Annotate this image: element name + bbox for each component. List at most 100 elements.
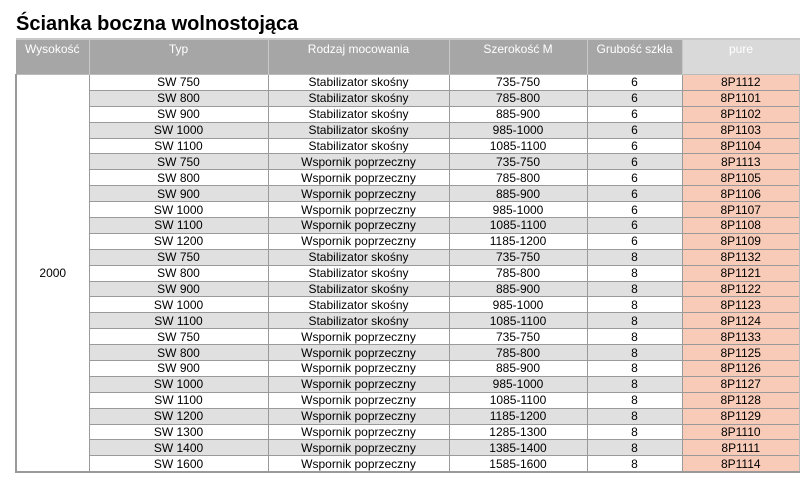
col-header-grubosc-szkla: Grubość szkła <box>587 38 683 75</box>
glass-cell: 6 <box>586 121 683 139</box>
mount-cell: Wspornik poprzeczny <box>267 375 450 393</box>
mount-cell: Stabilizator skośny <box>267 121 450 139</box>
width-cell: 885-900 <box>448 360 588 377</box>
glass-cell: 8 <box>586 328 683 346</box>
width-cell: 1085-1100 <box>448 391 588 409</box>
type-cell: SW 1100 <box>88 217 269 234</box>
height-cell: 2000 <box>15 74 90 474</box>
header-row: Wysokość Typ Rodzaj mocowania Szerokość … <box>16 38 800 75</box>
width-cell: 1185-1200 <box>448 407 588 425</box>
table-row: SW 1000 Wspornik poprzeczny 985-1000 8 8P112… <box>16 375 800 393</box>
glass-cell: 8 <box>586 248 683 266</box>
glass-cell: 6 <box>586 185 683 203</box>
mount-cell: Wspornik poprzeczny <box>267 344 450 362</box>
mount-cell: Stabilizator skośny <box>267 137 450 155</box>
mount-cell: Wspornik poprzeczny <box>267 423 450 441</box>
table-row: SW 1100 Wspornik poprzeczny 1085-1100 6 8P11… <box>16 217 800 234</box>
col-header-rodzaj-mocowania: Rodzaj mocowania <box>268 38 450 75</box>
product-table: Wysokość Typ Rodzaj mocowania Szerokość … <box>15 38 800 474</box>
type-cell: SW 1100 <box>88 391 269 409</box>
glass-cell: 6 <box>586 169 683 187</box>
glass-cell: 8 <box>586 360 683 377</box>
table-row: SW 750 Stabilizator skośny 735-750 8 8P1132 <box>16 248 800 266</box>
mount-cell: Wspornik poprzeczny <box>267 217 450 234</box>
table-row: SW 800 Wspornik poprzeczny 785-800 8 8P1125 <box>16 344 800 362</box>
mount-cell: Wspornik poprzeczny <box>267 169 450 187</box>
type-cell: SW 1200 <box>88 407 269 425</box>
code-cell: 8P1110 <box>681 423 800 441</box>
type-cell: SW 800 <box>88 264 269 282</box>
width-cell: 735-750 <box>448 248 588 266</box>
width-cell: 735-750 <box>448 153 588 171</box>
type-cell: SW 1100 <box>88 312 269 330</box>
width-cell: 885-900 <box>448 280 588 298</box>
table-row: SW 750 Wspornik poprzeczny 735-750 8 8P1133 <box>16 328 800 346</box>
mount-cell: Wspornik poprzeczny <box>267 455 450 474</box>
width-cell: 885-900 <box>448 105 588 123</box>
width-cell: 785-800 <box>448 264 588 282</box>
code-cell: 8P1107 <box>681 201 800 219</box>
type-cell: SW 1300 <box>88 423 269 441</box>
glass-cell: 8 <box>586 439 683 457</box>
glass-cell: 8 <box>586 423 683 441</box>
table-row: SW 900 Stabilizator skośny 885-900 6 8P1102 <box>16 105 800 123</box>
table-row: SW 1100 Stabilizator skośny 1085-1100 6 8P11… <box>16 137 800 155</box>
width-cell: 985-1000 <box>448 121 588 139</box>
type-cell: SW 900 <box>88 185 269 203</box>
glass-cell: 8 <box>586 296 683 314</box>
glass-cell: 8 <box>586 344 683 362</box>
width-cell: 785-800 <box>448 169 588 187</box>
table-row: SW 1300 Wspornik poprzeczny 1285-1300 8 8P11… <box>16 423 800 441</box>
width-cell: 1385-1400 <box>448 439 588 457</box>
type-cell: SW 1000 <box>88 121 269 139</box>
mount-cell: Wspornik poprzeczny <box>267 185 450 203</box>
mount-cell: Stabilizator skośny <box>267 89 450 107</box>
mount-cell: Wspornik poprzeczny <box>267 328 450 346</box>
mount-cell: Stabilizator skośny <box>267 105 450 123</box>
width-cell: 1085-1100 <box>448 137 588 155</box>
mount-cell: Stabilizator skośny <box>267 248 450 266</box>
code-cell: 8P1113 <box>681 153 800 171</box>
col-header-wysokosc: Wysokość <box>16 38 90 75</box>
type-cell: SW 800 <box>88 169 269 187</box>
width-cell: 985-1000 <box>448 375 588 393</box>
code-cell: 8P1125 <box>681 344 800 362</box>
type-cell: SW 1000 <box>88 201 269 219</box>
type-cell: SW 1600 <box>88 455 269 474</box>
code-cell: 8P1123 <box>681 296 800 314</box>
code-cell: 8P1101 <box>681 89 800 107</box>
width-cell: 735-750 <box>448 328 588 346</box>
type-cell: SW 900 <box>88 105 269 123</box>
table-row: SW 1400 Wspornik poprzeczny 1385-1400 8 8P11… <box>16 439 800 457</box>
mount-cell: Stabilizator skośny <box>267 74 450 91</box>
mount-cell: Wspornik poprzeczny <box>267 391 450 409</box>
table-row: SW 800 Stabilizator skośny 785-800 8 8P1121 <box>16 264 800 282</box>
table-row: SW 1100 Stabilizator skośny 1085-1100 8 8P11… <box>16 312 800 330</box>
table-row: 2000 SW 750 Stabilizator skośny 735-750 6 8P1… <box>15 74 800 474</box>
type-cell: SW 750 <box>88 328 269 346</box>
table-row: SW 900 Wspornik poprzeczny 885-900 6 8P1106 <box>16 185 800 203</box>
glass-cell: 6 <box>586 232 683 250</box>
type-cell: SW 750 <box>88 248 269 266</box>
mount-cell: Wspornik poprzeczny <box>267 439 450 457</box>
code-cell: 8P1122 <box>681 280 800 298</box>
glass-cell: 8 <box>586 455 683 474</box>
col-header-pure: pure <box>682 38 800 75</box>
table-row: SW 900 Wspornik poprzeczny 885-900 8 8P1126 <box>16 360 800 377</box>
code-cell: 8P1124 <box>681 312 800 330</box>
mount-cell: Stabilizator skośny <box>267 312 450 330</box>
table-row: SW 1200 Wspornik poprzeczny 1185-1200 8 8P11… <box>16 407 800 425</box>
table-row: SW 1000 Wspornik poprzeczny 985-1000 6 8P110… <box>16 201 800 219</box>
type-cell: SW 750 <box>88 74 269 91</box>
glass-cell: 6 <box>586 217 683 234</box>
code-cell: 8P1109 <box>681 232 800 250</box>
code-cell: 8P1121 <box>681 264 800 282</box>
code-cell: 8P1132 <box>681 248 800 266</box>
width-cell: 985-1000 <box>448 296 588 314</box>
mount-cell: Wspornik poprzeczny <box>267 407 450 425</box>
width-cell: 735-750 <box>448 74 588 91</box>
code-cell: 8P1105 <box>681 169 800 187</box>
glass-cell: 6 <box>586 137 683 155</box>
width-cell: 1085-1100 <box>448 312 588 330</box>
code-cell: 8P1126 <box>681 360 800 377</box>
